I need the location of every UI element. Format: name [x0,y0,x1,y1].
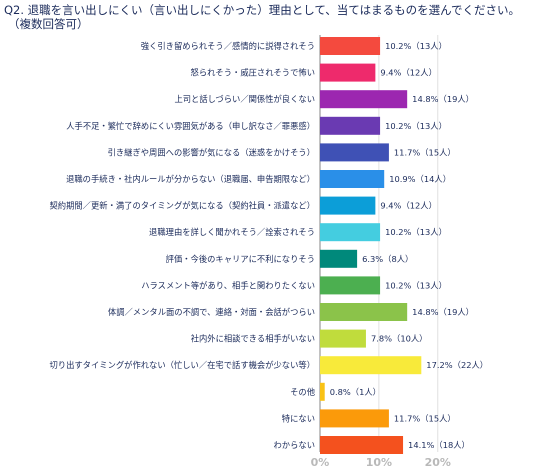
data-label: 14.8%（19人） [412,307,474,317]
data-label: 11.7%（15人） [394,413,456,423]
category-label: その他 [290,387,315,397]
category-label: わからない [274,440,316,450]
bar [320,382,325,401]
chart-title: Q2. 退職を言い出しにくい（言い出しにくかった）理由として、当てはまるものを選… [4,3,520,17]
data-labels: 10.2%（13人） 9.4%（12人） 14.8%（19人） 10.2%（13人） 1… [330,41,488,450]
bar [320,143,389,162]
bar [320,63,376,82]
bar [320,37,381,55]
category-label: 社内外に相談できる相手がいない [191,334,315,344]
data-label: 6.3%（8人） [362,254,413,264]
category-label: 強く引き留められそう／感情的に説得されそう [141,41,315,51]
bar [320,223,381,242]
category-label: ハラスメント等があり、相手と関わりたくない [141,280,315,290]
data-label: 9.4%（12人） [380,68,437,78]
bar [320,303,408,321]
bar [320,356,422,375]
category-label: 怒られそう・威圧されそうで怖い [191,68,315,78]
data-label: 10.9%（14人） [389,174,451,184]
category-label: 上司と話しづらい／関係性が良くない [174,94,315,104]
bar [320,436,404,454]
bar [320,90,408,109]
category-label: 特にない [282,413,315,423]
category-label: 体調／メンタル面の不調で、連絡・対面・会話がつらい [108,307,315,317]
data-label: 10.2%（13人） [385,227,447,237]
bar [320,276,381,295]
bar [320,409,389,428]
category-label: 契約期間／更新・満了のタイミングが気になる（契約社員・派遣など） [49,201,315,211]
data-label: 14.8%（19人） [412,94,474,104]
category-label: 切り出すタイミングが作れない（忙しい／在宅で話す機会が少ない等） [49,360,315,370]
data-label: 9.4%（12人） [380,201,437,211]
x-tick-label: 10% [366,456,392,469]
data-label: 0.8%（1人） [330,387,381,397]
bar [320,170,385,188]
category-label: 退職の手続き・社内ルールが分からない（退職届、申告期限など） [66,174,315,184]
category-label: 評価・今後のキャリアに不利になりそう [166,254,315,264]
data-label: 10.2%（13人） [385,41,447,51]
category-label: 退職理由を詳しく聞かれそう／詮索されそう [149,227,315,237]
bar-series [320,37,422,454]
bar [320,329,366,348]
data-label: 14.1%（18人） [408,440,470,450]
category-label: 引き継ぎや周囲への影響が気になる（迷惑をかけそう） [108,147,315,157]
data-label: 17.2%（22人） [426,360,488,370]
category-label: 人手不足・繁忙で辞めにくい雰囲気がある（申し訳なさ／罪悪感） [66,121,315,131]
x-tick-label: 20% [425,456,451,469]
data-label: 10.2%（13人） [385,121,447,131]
bar [320,249,358,268]
x-axis-ticks: 0% 10% 20% [311,456,451,469]
category-labels: 強く引き留められそう／感情的に説得されそう怒られそう・威圧されそうで怖い上司と話… [49,41,315,450]
bar [320,196,376,215]
x-tick-label: 0% [311,456,330,469]
chart-subtitle: （複数回答可） [8,17,89,31]
bar [320,116,381,135]
data-label: 10.2%（13人） [385,280,447,290]
data-label: 11.7%（15人） [394,147,456,157]
data-label: 7.8%（10人） [371,334,428,344]
